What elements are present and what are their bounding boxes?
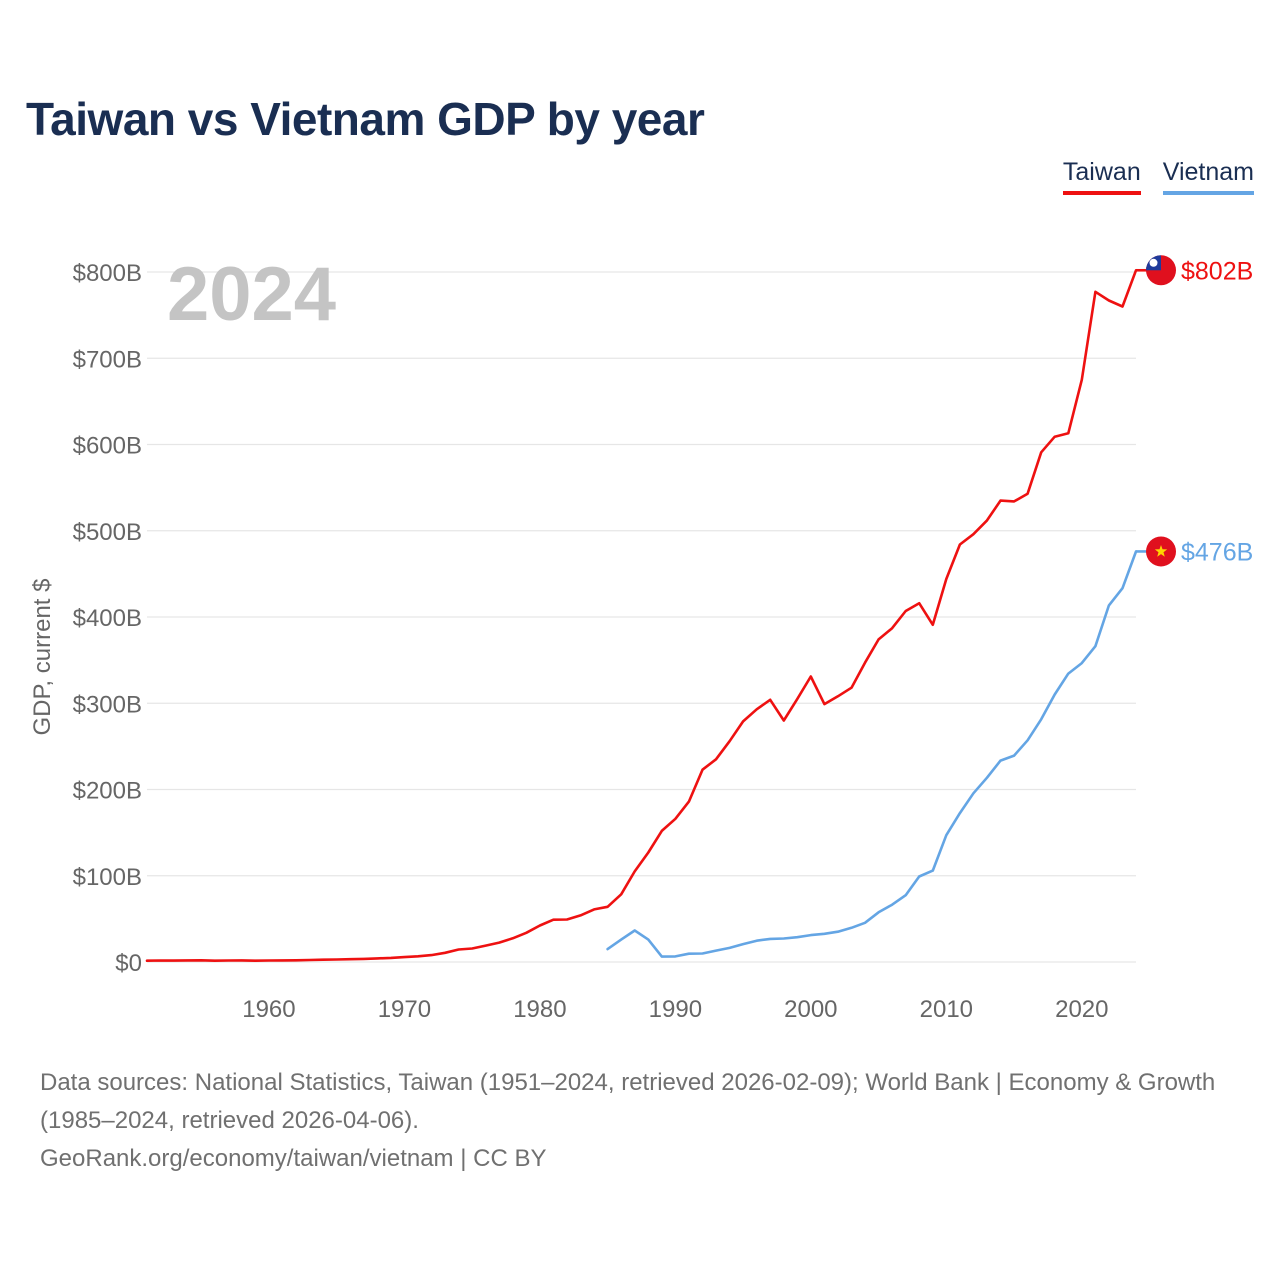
vietnam-flag-icon (1146, 536, 1176, 567)
x-tick-label: 2000 (784, 996, 837, 1023)
y-tick-label: $500B (73, 519, 142, 546)
y-tick-label: $0 (115, 950, 142, 977)
legend-item-vietnam[interactable]: Vietnam (1162, 160, 1254, 195)
y-tick-label: $200B (73, 778, 142, 805)
chart-title: Taiwan vs Vietnam GDP by year (26, 93, 705, 145)
series-line-vietnam (606, 550, 1138, 958)
y-tick-label: $100B (73, 864, 142, 891)
y-tick-label: $300B (73, 691, 142, 718)
x-tick-label: 1980 (513, 996, 566, 1023)
series-line-taiwan (145, 268, 1138, 963)
x-tick-label: 1990 (649, 996, 702, 1023)
y-tick-label: $400B (73, 605, 142, 632)
end-value-label-taiwan: $802B (1181, 257, 1253, 285)
legend-item-taiwan[interactable]: Taiwan (1062, 160, 1141, 195)
y-tick-label: $800B (73, 260, 142, 287)
end-value-label-vietnam: $476B (1181, 538, 1253, 566)
x-tick-label: 1970 (378, 996, 431, 1023)
gdp-line-chart: 2024 GDP, current $ $0 $100B $200B $300B $40… (29, 252, 1253, 1023)
x-tick-label: 1960 (242, 996, 295, 1023)
y-tick-label: $700B (73, 346, 142, 373)
x-tick-label: 2020 (1055, 996, 1108, 1023)
y-axis-label: GDP, current $ (29, 579, 56, 736)
y-tick-label: $600B (73, 433, 142, 460)
legend: Taiwan Vietnam (1062, 160, 1254, 195)
data-sources-text: Data sources: National Statistics, Taiwa… (40, 1069, 1216, 1134)
year-watermark: 2024 (167, 252, 336, 337)
x-tick-label: 2010 (920, 996, 973, 1023)
footer: Data sources: National Statistics, Taiwa… (40, 1064, 1240, 1178)
taiwan-flag-icon (1146, 255, 1176, 286)
attribution-link[interactable]: GeoRank.org/economy/taiwan/vietnam | CC … (40, 1145, 547, 1172)
